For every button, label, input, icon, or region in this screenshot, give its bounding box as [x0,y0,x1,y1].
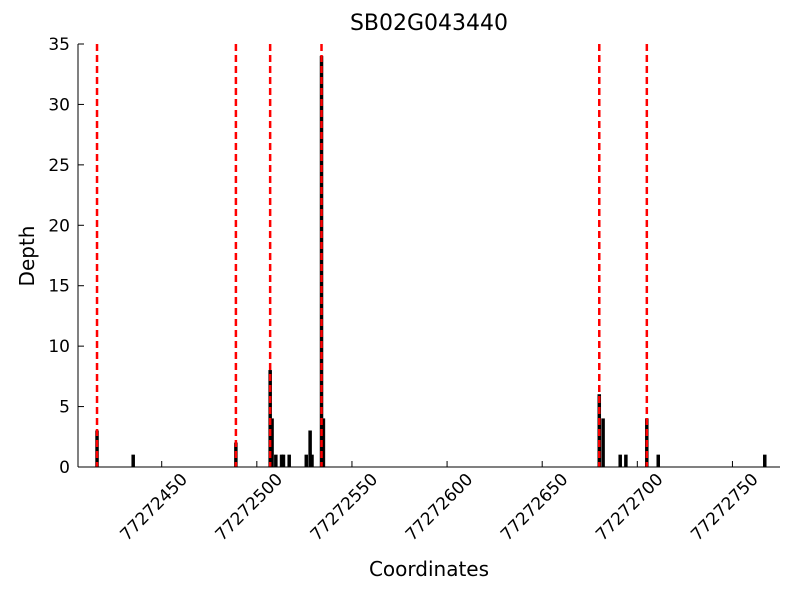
bar [95,430,99,468]
y-tick-label: 30 [48,95,70,115]
bar [763,454,767,468]
bar [656,454,660,468]
bar [304,454,309,468]
y-tick-label: 10 [48,337,70,357]
bar [310,454,314,468]
y-tick-label: 0 [59,458,70,478]
bar [319,55,324,468]
y-tick-label: 15 [48,277,70,297]
chart-title: SB02G043440 [350,11,508,36]
y-tick-label: 5 [59,398,70,418]
bar [281,454,286,468]
bar [131,454,135,468]
bar [618,454,622,468]
y-tick-label: 35 [48,35,70,55]
x-axis-label: Coordinates [369,557,489,581]
bar [624,454,628,468]
bar [274,454,278,468]
y-axis-label: Depth [15,226,39,287]
y-tick-label: 20 [48,216,70,236]
bar [287,454,291,468]
bar [601,418,605,468]
y-tick-label: 25 [48,156,70,176]
